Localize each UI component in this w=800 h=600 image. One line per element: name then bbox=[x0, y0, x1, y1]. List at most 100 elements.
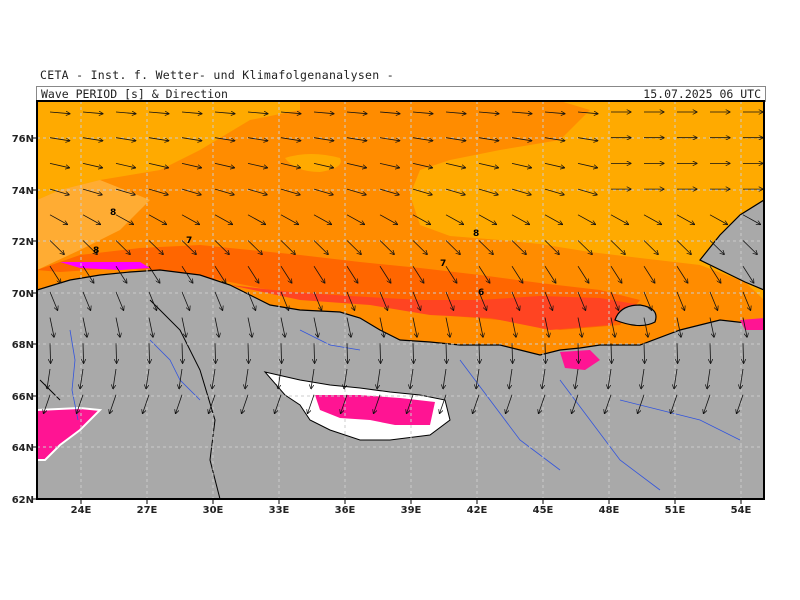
wave-direction-arrow bbox=[446, 343, 447, 363]
wave-direction-arrow bbox=[49, 163, 70, 167]
wave-direction-arrow bbox=[476, 368, 480, 389]
wave-direction-arrow bbox=[511, 265, 523, 283]
wave-direction-arrow bbox=[742, 317, 747, 338]
wave-direction-arrow bbox=[641, 368, 645, 389]
wave-direction-arrow bbox=[478, 214, 497, 225]
wave-direction-arrow bbox=[280, 240, 295, 255]
wave-direction-arrow bbox=[412, 214, 431, 225]
magenta-patch-west bbox=[60, 262, 150, 270]
lat-axis: 76N 74N 72N 70N 68N 66N 64N 62N bbox=[12, 134, 34, 506]
wave-direction-arrow bbox=[638, 394, 645, 414]
lon-tick-label: 36E bbox=[335, 505, 356, 516]
sea-8s-band-west bbox=[37, 101, 300, 200]
wave-direction-arrow bbox=[644, 343, 645, 363]
wave-direction-arrow bbox=[577, 163, 598, 167]
wave-direction-arrow bbox=[313, 291, 322, 311]
lon-tick-label: 24E bbox=[71, 505, 92, 516]
wave-direction-arrow bbox=[379, 137, 400, 141]
wave-direction-arrow bbox=[313, 137, 334, 141]
wave-direction-arrow bbox=[148, 214, 167, 225]
wave-direction-arrow bbox=[148, 291, 157, 311]
wave-direction-arrow bbox=[82, 291, 91, 311]
wave-direction-arrow bbox=[380, 343, 381, 363]
wave-direction-arrow bbox=[313, 265, 325, 283]
wave-direction-arrow bbox=[740, 368, 744, 389]
wave-direction-arrow bbox=[115, 137, 136, 141]
wave-direction-arrow bbox=[115, 317, 120, 338]
wave-direction-arrow bbox=[544, 317, 549, 338]
wave-direction-arrow bbox=[115, 265, 127, 283]
wave-direction-arrow bbox=[412, 163, 433, 167]
wave-direction-arrow bbox=[610, 291, 619, 311]
magenta-patch-east bbox=[740, 318, 764, 330]
wave-direction-arrow bbox=[511, 291, 520, 311]
wave-direction-arrow bbox=[280, 214, 299, 225]
wave-direction-arrow bbox=[704, 394, 711, 414]
wave-direction-arrow bbox=[149, 343, 150, 363]
wave-direction-arrow bbox=[47, 368, 51, 389]
wave-direction-arrow bbox=[676, 265, 688, 283]
wave-direction-arrow bbox=[709, 291, 718, 311]
contour-label: 8 bbox=[93, 246, 99, 256]
wave-direction-arrow bbox=[445, 112, 466, 114]
wave-direction-arrow bbox=[82, 163, 103, 167]
wave-direction-arrow bbox=[511, 137, 532, 141]
wave-direction-arrow bbox=[412, 188, 432, 195]
wave-direction-arrow bbox=[742, 265, 754, 283]
wave-direction-arrow bbox=[280, 291, 289, 311]
gulf-bothnia bbox=[37, 406, 103, 461]
wave-direction-arrow bbox=[473, 394, 480, 414]
wave-direction-arrow bbox=[412, 240, 427, 255]
wave-direction-arrow bbox=[572, 394, 579, 414]
wave-direction-arrow bbox=[347, 343, 348, 363]
wave-direction-arrow bbox=[50, 343, 51, 363]
lon-tick-label: 27E bbox=[137, 505, 158, 516]
wave-direction-arrow bbox=[115, 188, 135, 195]
wave-direction-arrow bbox=[44, 394, 51, 414]
wave-direction-arrow bbox=[314, 343, 315, 363]
wave-direction-arrow bbox=[247, 291, 256, 311]
wave-direction-arrow bbox=[643, 214, 662, 225]
wave-direction-arrow bbox=[506, 394, 513, 414]
wave-direction-arrow bbox=[707, 368, 711, 389]
wave-direction-arrow bbox=[445, 163, 466, 167]
wave-direction-arrow bbox=[148, 137, 169, 141]
wave-direction-arrow bbox=[445, 265, 457, 283]
wave-direction-arrow bbox=[179, 368, 183, 389]
lat-tick-label: 68N bbox=[12, 340, 34, 351]
wave-direction-arrow bbox=[181, 137, 202, 141]
map-title: Wave PERIOD [s] & Direction bbox=[41, 87, 228, 101]
wave-direction-arrow bbox=[313, 214, 332, 225]
wave-direction-arrow bbox=[440, 394, 447, 414]
lat-tick-label: 76N bbox=[12, 134, 34, 145]
contour-label: 8 bbox=[110, 208, 116, 218]
wave-direction-arrow bbox=[611, 343, 612, 363]
lon-tick-label: 45E bbox=[533, 505, 554, 516]
wave-direction-arrow bbox=[346, 214, 365, 225]
wave-direction-arrow bbox=[445, 137, 466, 141]
wave-direction-arrow bbox=[182, 343, 183, 363]
wave-direction-arrow bbox=[313, 240, 328, 255]
organization-label: CETA - Inst. f. Wetter- und Klimafolgena… bbox=[40, 68, 394, 82]
lon-tick-label: 54E bbox=[731, 505, 752, 516]
wave-direction-arrow bbox=[608, 368, 612, 389]
wave-direction-arrow bbox=[412, 137, 433, 141]
wave-direction-arrow bbox=[275, 394, 282, 414]
wave-direction-arrow bbox=[313, 163, 334, 167]
wave-direction-arrow bbox=[643, 317, 648, 338]
wave-direction-arrow bbox=[412, 291, 421, 311]
wave-direction-arrow bbox=[82, 317, 87, 338]
wave-direction-arrow bbox=[181, 291, 190, 311]
wave-direction-arrow bbox=[676, 291, 685, 311]
wave-direction-arrow bbox=[478, 240, 493, 255]
wave-direction-arrow bbox=[247, 240, 262, 255]
wave-direction-arrow bbox=[443, 368, 447, 389]
lat-tick-label: 66N bbox=[12, 392, 34, 403]
wave-direction-arrow bbox=[346, 317, 351, 338]
wave-direction-arrow bbox=[214, 137, 235, 141]
wave-direction-arrow bbox=[511, 214, 530, 225]
lon-tick-label: 33E bbox=[269, 505, 290, 516]
contour-label: 7 bbox=[186, 236, 192, 246]
wave-direction-arrow bbox=[49, 317, 54, 338]
